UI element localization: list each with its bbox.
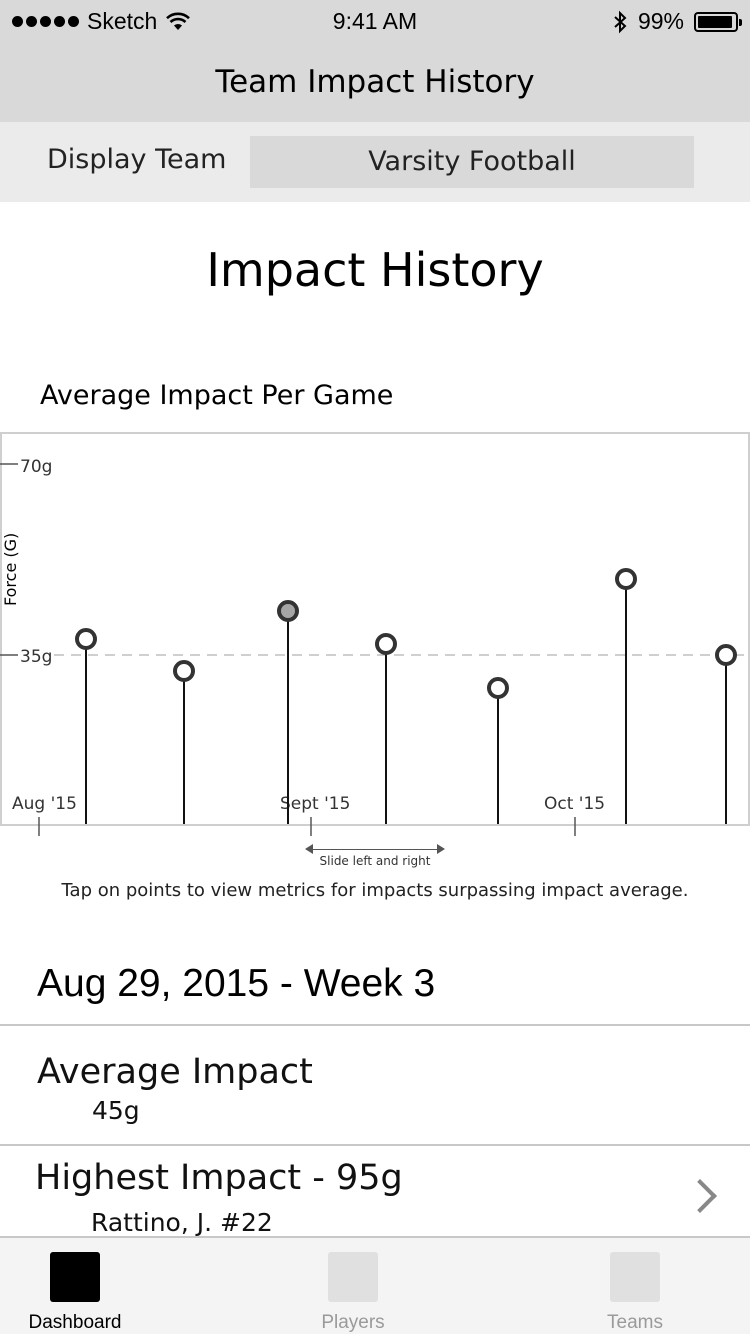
wifi-icon bbox=[166, 12, 191, 30]
chart-point[interactable] bbox=[487, 676, 509, 699]
chart-point[interactable] bbox=[277, 600, 299, 623]
y-axis-label-text: Force (G) bbox=[1, 532, 20, 606]
battery-icon bbox=[694, 11, 742, 32]
chart-stem bbox=[725, 655, 727, 824]
chart-title: Average Impact Per Game bbox=[40, 380, 394, 411]
status-time: 9:41 AM bbox=[332, 8, 418, 34]
tab-teams[interactable]: Teams bbox=[555, 1238, 715, 1334]
status-left: Sketch bbox=[12, 8, 191, 35]
bluetooth-icon bbox=[614, 10, 627, 33]
signal-strength-icon bbox=[12, 16, 79, 27]
page-title: Impact History bbox=[206, 243, 544, 297]
chart-stem bbox=[85, 638, 87, 824]
display-team-label: Display Team bbox=[47, 144, 227, 175]
team-dropdown[interactable]: Varsity Football bbox=[250, 136, 694, 188]
carrier-name: Sketch bbox=[87, 8, 158, 34]
week-heading: Aug 29, 2015 - Week 3 bbox=[37, 962, 436, 1005]
tab-teams-label: Teams bbox=[607, 1312, 663, 1333]
chart-point[interactable] bbox=[75, 627, 97, 650]
nav-bar: Team Impact History bbox=[0, 44, 750, 122]
chart-stem bbox=[497, 687, 499, 824]
chart-stem bbox=[385, 644, 387, 824]
dashboard-icon bbox=[50, 1252, 100, 1302]
team-selector-bar: Display Team Varsity Football bbox=[0, 122, 750, 202]
tab-dashboard[interactable]: Dashboard bbox=[0, 1238, 155, 1334]
chevron-right-icon[interactable] bbox=[683, 1179, 717, 1213]
chart-point[interactable] bbox=[615, 567, 637, 590]
chart-point[interactable] bbox=[173, 660, 195, 683]
status-right: 99% bbox=[612, 8, 742, 35]
tab-dashboard-label: Dashboard bbox=[28, 1312, 122, 1333]
teams-icon bbox=[610, 1252, 660, 1302]
y-axis-label: Force (G) bbox=[1, 533, 23, 606]
highest-impact-player: Rattino, J. #22 bbox=[91, 1208, 273, 1237]
chart-stem bbox=[287, 611, 289, 824]
nav-title: Team Impact History bbox=[215, 64, 535, 100]
y-tick-label-70: 70g bbox=[20, 457, 53, 477]
y-tick-label-35: 35g bbox=[20, 647, 53, 667]
tab-players-label: Players bbox=[321, 1312, 385, 1333]
chart-area[interactable] bbox=[0, 432, 750, 826]
tab-bar: Dashboard Players Teams bbox=[0, 1236, 750, 1334]
slide-arrows-icon bbox=[305, 842, 445, 858]
players-icon bbox=[328, 1252, 378, 1302]
tab-players[interactable]: Players bbox=[273, 1238, 433, 1334]
x-tick-label-sept: Sept '15 bbox=[280, 794, 351, 814]
chart-point[interactable] bbox=[715, 644, 737, 666]
tap-hint: Tap on points to view metrics for impact… bbox=[61, 880, 689, 901]
highest-impact-label: Highest Impact - 95g bbox=[35, 1158, 403, 1198]
x-tick-label-aug: Aug '15 bbox=[12, 794, 77, 814]
average-impact-label: Average Impact bbox=[37, 1052, 313, 1092]
slide-hint-label: Slide left and right bbox=[319, 854, 431, 868]
average-impact-value: 45g bbox=[92, 1096, 140, 1125]
x-tick-label-oct: Oct '15 bbox=[544, 794, 606, 814]
chart-stem bbox=[183, 671, 185, 824]
divider bbox=[0, 1144, 750, 1146]
battery-percent: 99% bbox=[637, 8, 684, 34]
chart-point[interactable] bbox=[375, 633, 397, 656]
divider bbox=[0, 1024, 750, 1026]
chart-stem bbox=[625, 578, 627, 824]
status-bar: Sketch 9:41 AM 99% bbox=[0, 0, 750, 44]
